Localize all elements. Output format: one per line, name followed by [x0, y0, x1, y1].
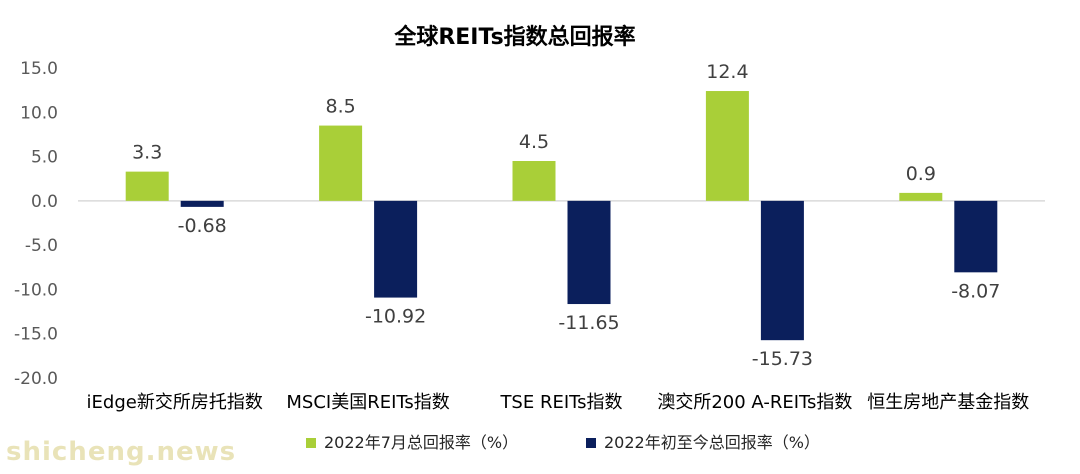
category-labels-layer: iEdge新交所房托指数 MSCI美国REITs指数 TSE REITs指数 澳交所2…: [87, 392, 1030, 413]
y-tick-label: -20.0: [14, 369, 58, 389]
bar-jul-2022: [899, 192, 943, 201]
data-label: -0.68: [178, 215, 227, 237]
category-label: iEdge新交所房托指数: [87, 392, 263, 413]
data-label: 3.3: [132, 142, 162, 164]
category-label: TSE REITs指数: [499, 392, 622, 413]
chart-title: 全球REITs指数总回报率: [393, 24, 635, 50]
legend-swatch: [586, 438, 596, 448]
legend-swatch: [306, 438, 316, 448]
legend: 2022年7月总回报率（%） 2022年初至今总回报率（%）: [306, 433, 820, 452]
legend-label: 2022年7月总回报率（%）: [324, 433, 518, 452]
bars-layer: [125, 91, 998, 341]
category-label: 澳交所200 A-REITs指数: [657, 392, 852, 413]
y-tick-label: 0.0: [31, 192, 58, 212]
bar-ytd-2022: [567, 200, 611, 305]
data-label: -11.65: [558, 312, 619, 334]
data-label: 0.9: [906, 163, 936, 185]
bar-jul-2022: [125, 171, 169, 201]
data-label: 12.4: [706, 61, 748, 83]
bar-jul-2022: [705, 91, 749, 201]
bar-ytd-2022: [374, 200, 418, 298]
y-tick-label: 10.0: [20, 103, 58, 123]
data-label: 4.5: [519, 131, 549, 153]
watermark: shicheng.news: [6, 437, 237, 467]
bar-ytd-2022: [954, 200, 998, 273]
data-label: -8.07: [951, 280, 1000, 302]
data-label: -10.92: [365, 306, 426, 328]
data-label: -15.73: [752, 348, 813, 370]
data-labels-layer: 3.3 -0.68 8.5 -10.92 4.5 -11.65 12.4 -15.73 0.9 -…: [132, 61, 1000, 370]
y-tick-label: 15.0: [20, 59, 58, 79]
bar-jul-2022: [319, 125, 363, 201]
y-tick-label: -10.0: [14, 280, 58, 300]
y-tick-label: -5.0: [25, 236, 58, 256]
bar-ytd-2022: [760, 200, 804, 341]
bar-jul-2022: [512, 161, 556, 201]
axis-layer: 15.0 10.0 5.0 0.0 -5.0 -10.0 -15.0 -20.0: [14, 59, 1045, 389]
legend-label: 2022年初至今总回报率（%）: [604, 433, 820, 452]
y-tick-label: 5.0: [31, 148, 58, 168]
bar-ytd-2022: [180, 200, 224, 207]
category-label: 恒生房地产基金指数: [867, 392, 1029, 413]
data-label: 8.5: [325, 96, 355, 118]
y-tick-label: -15.0: [14, 325, 58, 345]
category-label: MSCI美国REITs指数: [286, 392, 449, 413]
